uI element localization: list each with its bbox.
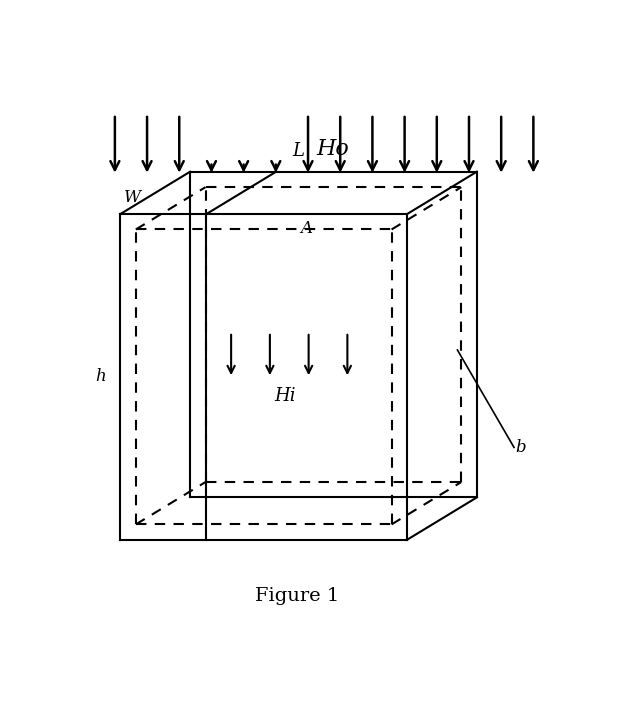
Text: Figure 1: Figure 1 [255, 587, 339, 605]
Text: b: b [516, 439, 526, 456]
Text: Hi: Hi [275, 388, 296, 405]
Text: W: W [124, 189, 141, 206]
Text: Ho: Ho [316, 138, 349, 160]
Text: L: L [292, 142, 305, 160]
Text: h: h [95, 369, 106, 385]
Text: A: A [301, 220, 313, 237]
